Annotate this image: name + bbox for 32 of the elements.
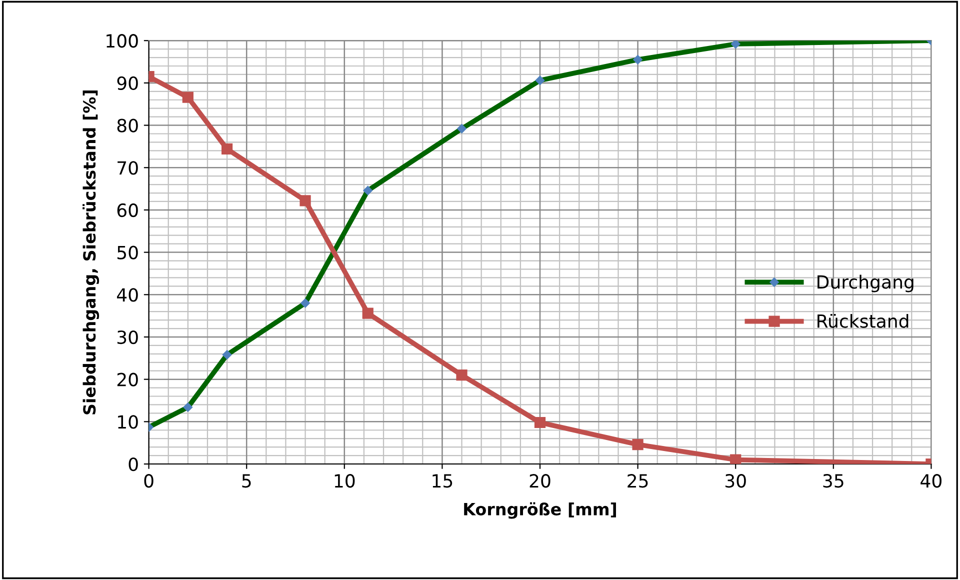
point [632, 438, 644, 450]
point [362, 308, 374, 319]
y-tick-label: 50 [117, 246, 138, 260]
x-tick-label: 35 [823, 474, 844, 488]
y-tick-label: 20 [117, 372, 138, 386]
y-tick-label: 80 [117, 118, 138, 132]
y-tick-label: 90 [117, 76, 138, 90]
y-tick-label: 0 [128, 457, 138, 472]
y-axis-title: Siebdurchgang, Siebrückstand [%] [82, 90, 100, 414]
y-tick-label: 30 [117, 330, 138, 344]
point [221, 143, 233, 155]
y-tick-label: 10 [118, 415, 138, 429]
point [456, 370, 468, 381]
point [300, 195, 311, 206]
x-tick-label: 25 [628, 474, 648, 488]
legend-label: Rückstand [818, 314, 908, 328]
x-tick-label: 20 [530, 474, 550, 488]
x-axis-title: Korngröße [mm] [464, 502, 616, 519]
legend-label: Durchgang [818, 274, 914, 292]
point [730, 454, 742, 464]
x-tick-label: 15 [432, 474, 452, 488]
x-tick-label: 10 [334, 474, 355, 488]
point [534, 416, 546, 428]
y-tick-label: 70 [118, 161, 138, 175]
point [182, 92, 194, 103]
y-tick-label: 100 [106, 34, 138, 48]
x-tick-label: 0 [144, 474, 154, 488]
x-tick-label: 40 [920, 474, 942, 488]
y-tick-label: 60 [117, 203, 138, 218]
x-tick-label: 5 [242, 474, 251, 488]
y-tick-label: 40 [116, 288, 138, 302]
x-tick-label: 30 [725, 474, 746, 488]
